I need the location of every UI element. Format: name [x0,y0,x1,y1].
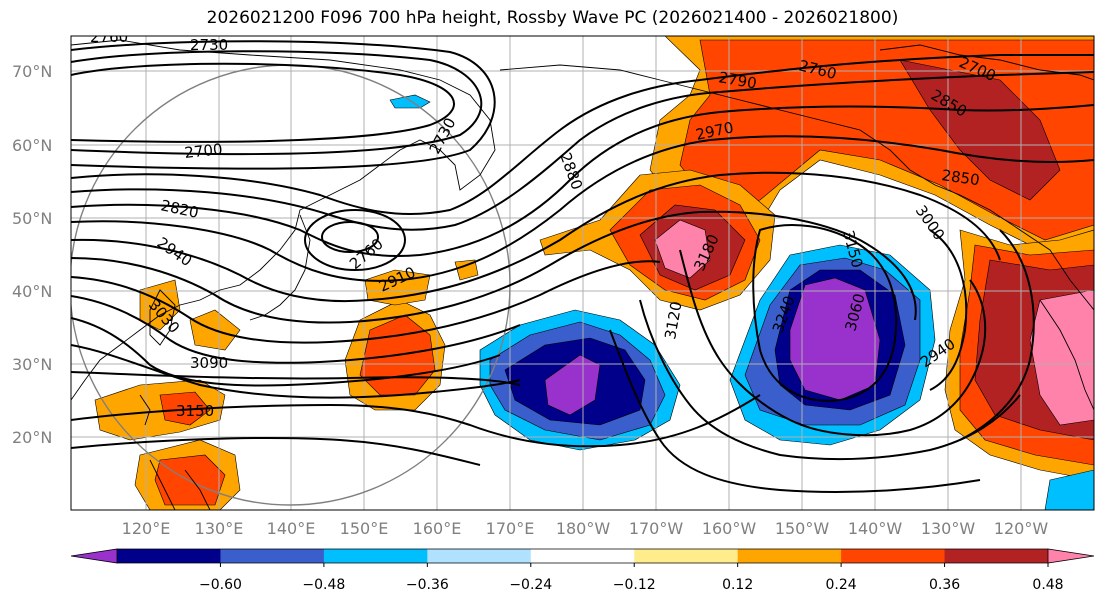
lon-label: 170°W [629,519,684,538]
colorbar-tick-label: −0.24 [509,577,552,593]
contour-label: 2700 [184,140,224,162]
height-contours [71,40,1094,493]
lat-label-40n: 40°N [12,282,52,301]
lon-label: 180°W [556,519,611,538]
colorbar-segment [634,549,739,563]
plot-border [70,35,1095,511]
colorbar-segment [841,549,946,563]
contour-label: 2730 [190,36,228,54]
colorbar-tick-label: −0.36 [406,577,449,593]
lon-label: 150°W [775,519,830,538]
lon-label: 140°W [848,519,903,538]
lon-label: 130°W [921,519,976,538]
colorbar-segment [530,549,635,563]
colorbar-segment [737,549,842,563]
colorbar-segment [323,549,428,563]
colorbar-extend-min [70,548,118,564]
lon-label: 140°E [267,519,316,538]
lon-label: 170°E [486,519,535,538]
longitude-labels: 120°E 130°E 140°E 150°E 160°E 170°E 180°… [122,519,1049,538]
colorbar-segment [427,549,532,563]
lon-label: 120°E [122,519,171,538]
colorbar-tick-label: −0.60 [199,577,242,593]
colorbar-tick-label: 0.36 [929,577,960,593]
lat-label-50n: 50°N [12,209,52,228]
lon-label: 160°E [413,519,462,538]
colorbar-tick-label: 0.24 [826,577,857,593]
latitude-labels: 70°N 60°N 50°N 40°N 30°N 20°N [12,62,52,447]
lat-label-30n: 30°N [12,355,52,374]
lon-label: 150°E [340,519,389,538]
contour-label: 2850 [940,166,980,189]
colorbar-segment [117,549,221,563]
map-title: 2026021200 F096 700 hPa height, Rossby W… [206,8,899,28]
colorbar: −0.60 −0.48 −0.36 −0.24 −0.12 0.12 0.24 0.36 0.4… [70,548,1095,593]
lat-label-70n: 70°N [12,62,52,81]
colorbar-tick-label: −0.12 [613,577,656,593]
colorbar-extend-max [1047,548,1095,564]
contour-label: 2760 [90,28,128,46]
lon-label: 130°E [195,519,244,538]
colorbar-tick-label: 0.12 [722,577,753,593]
colorbar-segment [220,549,325,563]
lon-label: 160°W [702,519,757,538]
lat-label-20n: 20°N [12,428,52,447]
graticule [71,36,1094,510]
colorbar-tick-label: 0.48 [1032,577,1063,593]
contour-label: 3090 [190,354,228,372]
colorbar-tick-label: −0.48 [302,577,345,593]
negative-anomaly-fields [389,94,936,451]
lat-label-60n: 60°N [12,136,52,155]
contour-label: 3150 [176,402,214,420]
lon-label: 120°W [994,519,1049,538]
colorbar-segment [944,549,1049,563]
